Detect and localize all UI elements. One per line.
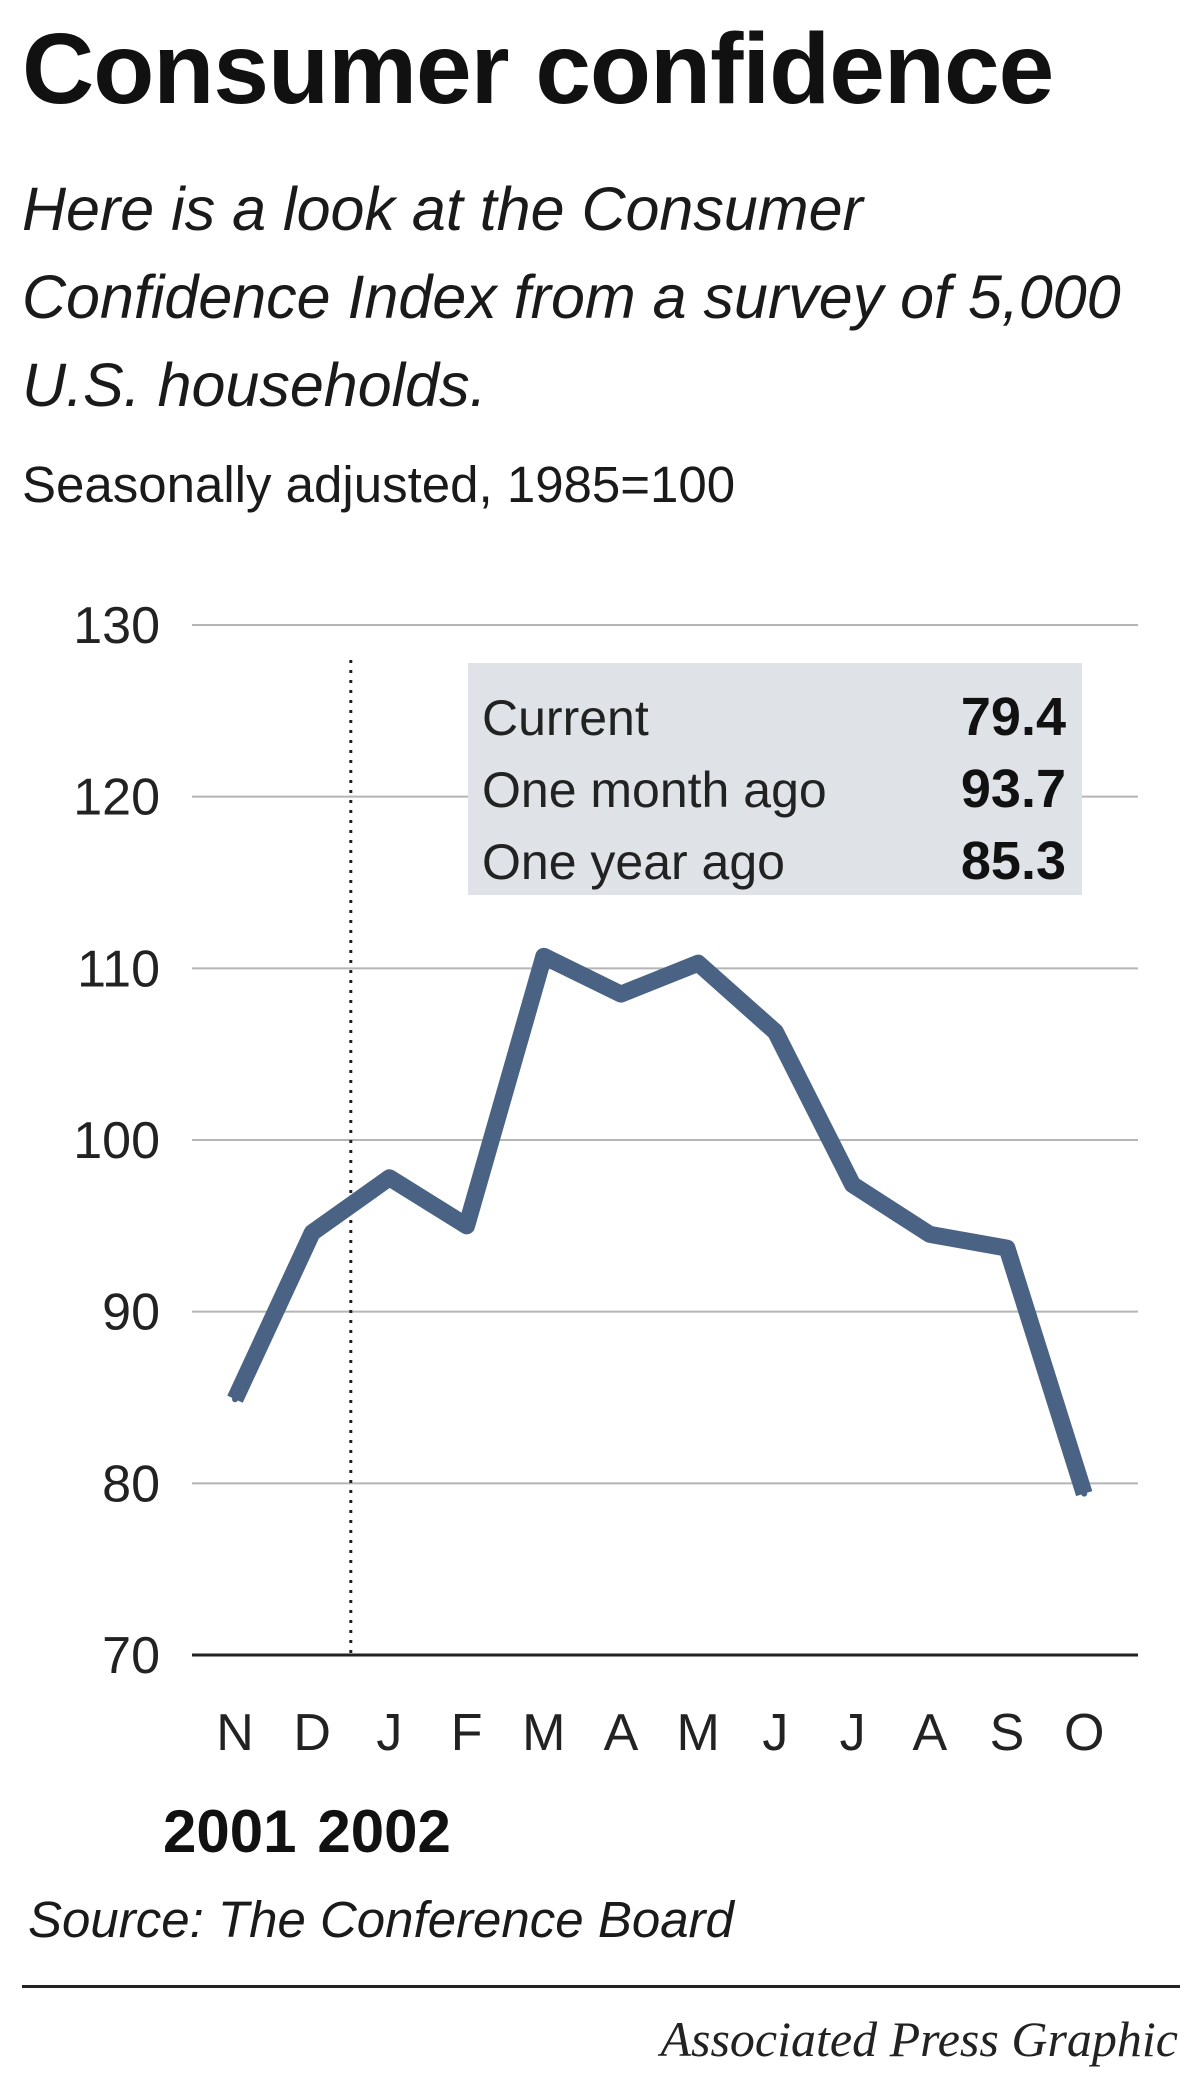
data-point [618,991,624,998]
data-point [309,1229,316,1236]
data-point [772,1028,779,1035]
line-chart: 130 120 110 100 90 80 70 Current 79.4 One month a… [73,597,1138,1860]
source-note: Source: The Conference Board [28,1891,734,1948]
year-label: 2001 [163,1798,296,1860]
data-point [1081,1490,1088,1497]
y-tick-label: 120 [73,769,160,827]
data-point [386,1174,393,1181]
x-tick-label: D [293,1704,331,1762]
chart-note: Seasonally adjusted, 1985=100 [22,456,736,513]
summary-row-label: One year ago [482,834,785,890]
data-point [463,1222,470,1229]
year-label: 2002 [317,1798,450,1860]
y-tick-label: 110 [77,940,160,998]
data-point [695,960,702,967]
data-point [1004,1245,1010,1252]
summary-row-label: One month ago [482,762,827,818]
x-tick-label: M [677,1704,720,1762]
data-point [849,1181,856,1188]
summary-row-value: 85.3 [961,831,1066,891]
y-tick-label: 130 [73,597,160,655]
graphic-credit: Associated Press Graphic [660,2011,1178,2067]
y-tick-label: 100 [73,1112,160,1170]
series-line [227,947,1093,1497]
summary-row-value: 93.7 [961,759,1066,819]
summary-row-label: Current [482,690,649,746]
chart-subtitle: Here is a look at the Consumer Confidenc… [22,175,1121,419]
x-tick-label: J [762,1704,788,1762]
y-tick-label: 90 [102,1284,160,1342]
x-tick-label: A [604,1704,639,1762]
x-tick-label: J [840,1704,866,1762]
summary-box [468,663,1082,895]
x-tick-label: F [451,1704,483,1762]
x-tick-label: N [216,1704,254,1762]
x-tick-label: M [522,1704,565,1762]
summary-row-value: 79.4 [961,687,1066,747]
y-tick-label: 80 [102,1455,160,1513]
data-point [926,1231,933,1238]
data-point [232,1396,238,1403]
chart-title: Consumer confidence [22,13,1054,125]
y-tick-label: 70 [102,1627,160,1685]
footer-divider [22,1985,1180,1988]
x-tick-label: J [376,1704,402,1762]
x-tick-label: S [990,1704,1025,1762]
data-point [540,953,547,960]
x-tick-label: A [912,1704,947,1762]
x-tick-label: O [1064,1704,1104,1762]
